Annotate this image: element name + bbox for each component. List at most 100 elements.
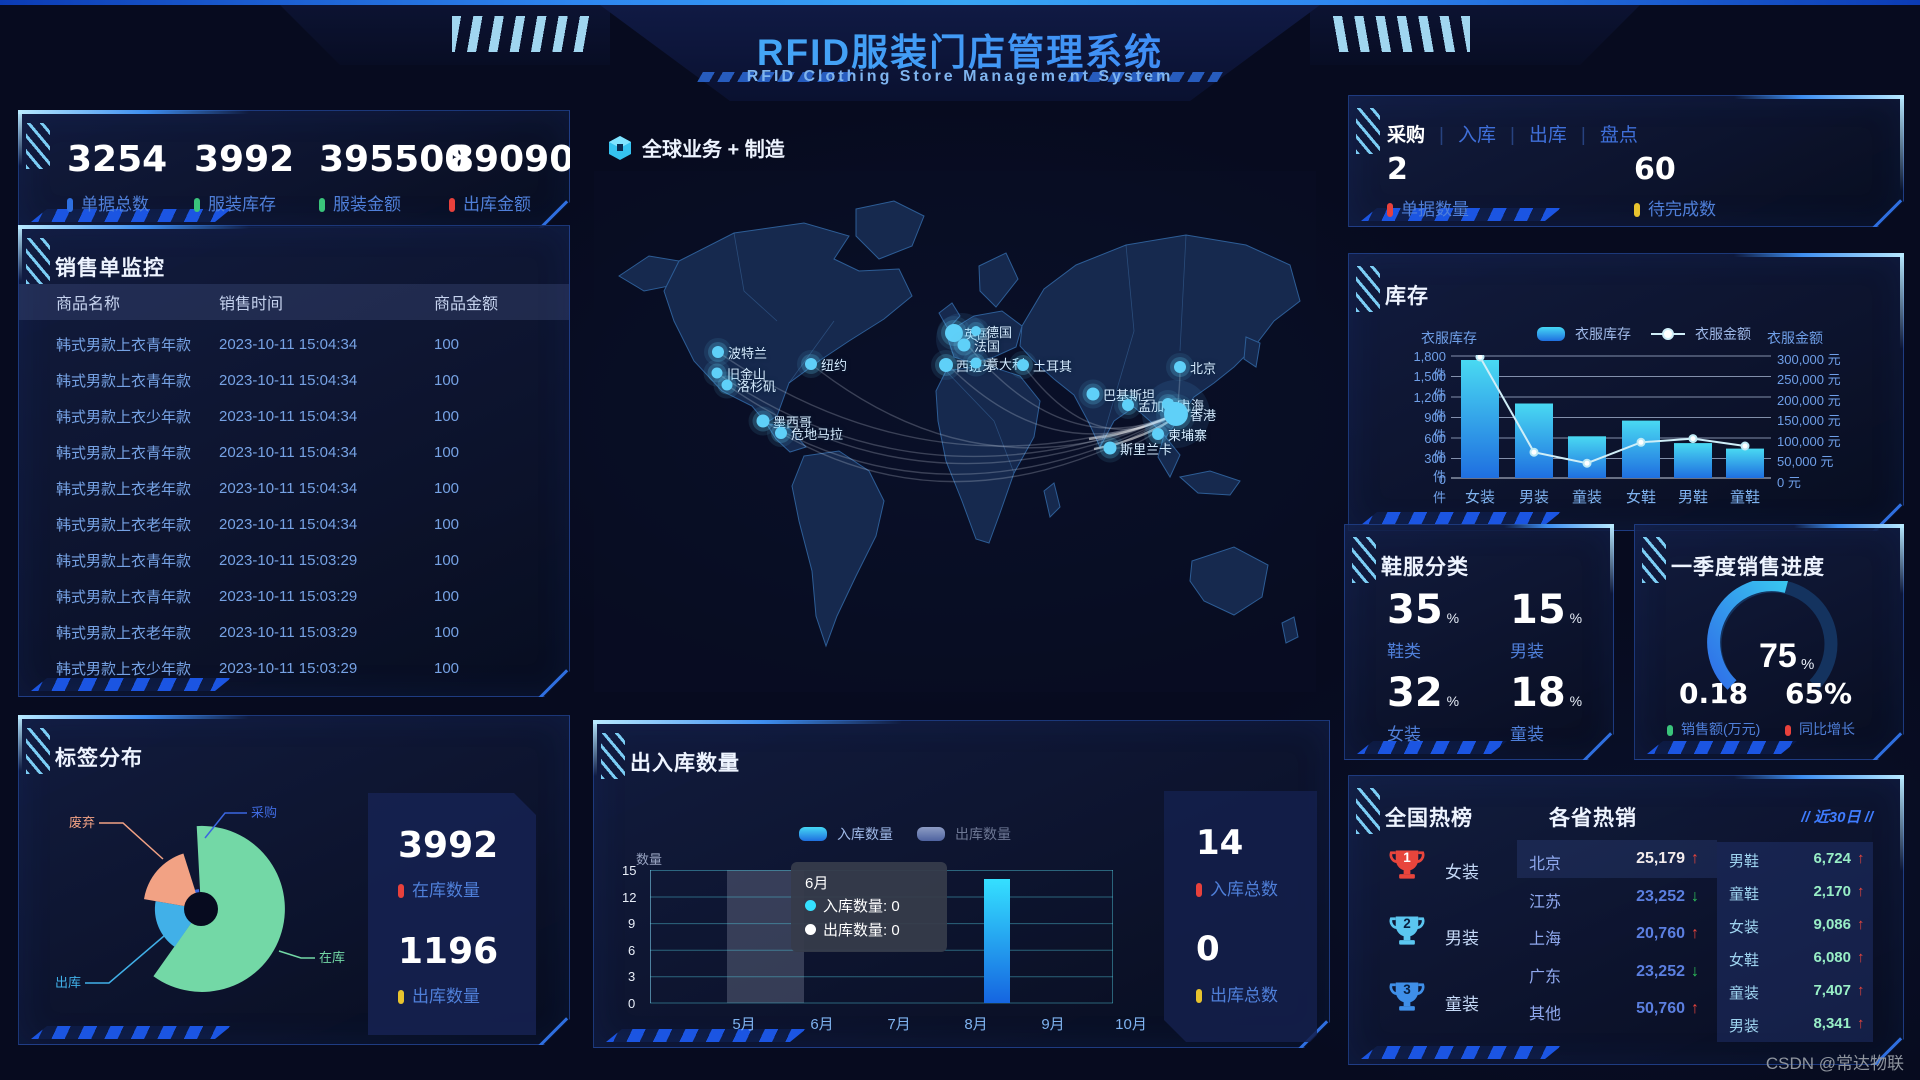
category-row[interactable]: 童鞋 2,170 ↑ xyxy=(1729,883,1865,903)
inout-legend[interactable]: 入库数量 出库数量 xyxy=(799,824,1011,844)
pie-leader-instock xyxy=(279,951,315,958)
rank-label: 童装 xyxy=(1445,995,1479,1014)
cell-amount: 100 xyxy=(434,623,460,641)
corner-accent xyxy=(1734,95,1904,99)
category-row[interactable]: 女装 9,086 ↑ xyxy=(1729,916,1865,936)
province-row[interactable]: 其他 50,760 ↑ xyxy=(1529,1000,1699,1023)
tooltip-title: 6月 xyxy=(805,875,829,892)
stat-label: 同比增长 xyxy=(1799,721,1855,737)
pie-slice-discard[interactable] xyxy=(144,854,201,910)
city-dot-icon xyxy=(957,338,971,352)
tab-purchase[interactable]: 采购 xyxy=(1387,125,1426,146)
bottom-stripes-icon xyxy=(606,1029,806,1042)
right-tick: 50,000 元 xyxy=(1777,454,1834,469)
corner-cut xyxy=(538,1017,568,1047)
category-row[interactable]: 女鞋 6,080 ↑ xyxy=(1729,949,1865,969)
cell-amount: 100 xyxy=(434,587,460,605)
cell-amount: 100 xyxy=(434,479,460,497)
pie-slice-instock[interactable] xyxy=(153,826,284,992)
stat-dot-icon xyxy=(398,990,404,1004)
purchase-tabs: 采购 | 入库 | 出库 | 盘点 xyxy=(1387,120,1638,147)
city-dot-icon xyxy=(711,367,723,379)
table-row[interactable]: 韩式男款上衣老年款 2023-10-11 15:03:29 100 xyxy=(19,614,569,650)
province-row[interactable]: 江苏 23,252 ↓ xyxy=(1529,888,1699,911)
panel-title: 鞋服分类 xyxy=(1381,556,1469,579)
world-map[interactable]: 波特兰 纽约 旧金山 洛杉矶 墨西哥 危地马拉 英国 德国 法国 西班牙 意大利… xyxy=(594,171,1316,692)
category-row[interactable]: 男鞋 6,724 ↑ xyxy=(1729,850,1865,870)
city-label: 纽约 xyxy=(821,358,848,373)
hot-rank-panel: 全国热榜 各省热销 // 近30日 // 1 女装 2 男装 3 童装 北京 25… xyxy=(1348,775,1904,1065)
table-row[interactable]: 韩式男款上衣青年款 2023-10-11 15:04:34 100 xyxy=(19,326,569,362)
order-count: 2 单据数量 xyxy=(1387,152,1469,220)
city-label: 北京 xyxy=(1190,361,1217,376)
pct-shoes: 35% 鞋类 xyxy=(1387,587,1460,661)
stat-value: 14 xyxy=(1196,823,1244,863)
city-dot-icon xyxy=(1103,441,1117,455)
table-row[interactable]: 韩式男款上衣少年款 2023-10-11 15:03:29 100 xyxy=(19,650,569,686)
table-row[interactable]: 韩式男款上衣青年款 2023-10-11 15:03:29 100 xyxy=(19,542,569,578)
tab-stocktake[interactable]: 盘点 xyxy=(1599,125,1638,146)
city-dot-icon xyxy=(775,427,787,439)
category-row[interactable]: 童装 7,407 ↑ xyxy=(1729,982,1865,1002)
rank-label: 男装 xyxy=(1445,929,1479,948)
table-row[interactable]: 韩式男款上衣老年款 2023-10-11 15:04:34 100 xyxy=(19,470,569,506)
label-distribution-pie[interactable]: 采购 废弃 出库 在库 xyxy=(39,761,379,1041)
table-row[interactable]: 韩式男款上衣青年款 2023-10-11 15:04:34 100 xyxy=(19,434,569,470)
tooltip-line: 入库数量: 0 xyxy=(823,898,900,916)
corner-accent xyxy=(1900,775,1904,871)
inventory-chart[interactable] xyxy=(1451,355,1771,479)
bottom-stripes-icon xyxy=(1361,512,1561,525)
bar-september[interactable] xyxy=(984,879,1010,1003)
tab-separator: | xyxy=(1439,125,1444,146)
world-map-svg xyxy=(618,200,1301,648)
panel-title: 库存 xyxy=(1385,285,1429,308)
tooltip-dot-icon xyxy=(805,900,816,911)
col-header: 销售时间 xyxy=(219,296,284,313)
table-row[interactable]: 韩式男款上衣老年款 2023-10-11 15:04:34 100 xyxy=(19,506,569,542)
table-row[interactable]: 韩式男款上衣青年款 2023-10-11 15:03:29 100 xyxy=(19,578,569,614)
table-row[interactable]: 韩式男款上衣青年款 2023-10-11 15:04:34 100 xyxy=(19,362,569,398)
category-pct-panel: 鞋服分类 35% 鞋类 15% 男装 32% 女装 18% 童装 xyxy=(1344,524,1614,760)
right-axis-name: 衣服金额 xyxy=(1767,330,1823,346)
category-sales-box xyxy=(1717,842,1873,1042)
stat-value: 2 xyxy=(1387,152,1408,187)
city-label: 意大利 xyxy=(986,357,1026,372)
tab-outbound[interactable]: 出库 xyxy=(1528,125,1567,146)
col-header: 商品金额 xyxy=(434,296,499,313)
city-dot-icon xyxy=(1122,399,1134,411)
cell-amount: 100 xyxy=(434,659,460,677)
y-tick: 12 xyxy=(622,890,637,905)
stripes-icon xyxy=(1642,537,1666,583)
tab-inbound[interactable]: 入库 xyxy=(1457,125,1496,146)
city-dot-icon xyxy=(971,326,981,336)
stat-value: 3992 xyxy=(194,139,295,180)
inout-panel: 出入库数量 入库数量 出库数量 数量 15 12 9 6 3 0 xyxy=(593,720,1330,1048)
bar-kids xyxy=(1568,436,1606,478)
stripes-icon xyxy=(601,733,625,779)
cell-product: 韩式男款上衣青年款 xyxy=(56,372,192,390)
tab-separator: | xyxy=(1509,125,1515,146)
watermark: CSDN @常达物联 xyxy=(1765,1054,1904,1073)
stat-dot-icon xyxy=(1196,989,1202,1003)
corner-accent xyxy=(1504,524,1614,528)
header-stripes-left-icon xyxy=(452,16,592,52)
outbound-total: 0 出库总数 xyxy=(1196,929,1278,1006)
gauge-unit: % xyxy=(1801,656,1814,673)
gauge-value: 75 xyxy=(1759,637,1797,675)
inventory-legend[interactable]: 衣服库存 衣服金额 xyxy=(1537,324,1751,344)
trophy-1-icon: 1 xyxy=(1389,846,1425,882)
province-row[interactable]: 北京 25,179 ↑ xyxy=(1529,850,1699,873)
city-dot-icon xyxy=(1086,387,1100,401)
city-label: 香港 xyxy=(1190,408,1217,423)
category-row[interactable]: 男装 8,341 ↑ xyxy=(1729,1015,1865,1035)
province-row[interactable]: 上海 20,760 ↑ xyxy=(1529,925,1699,948)
pct-label: 童装 xyxy=(1510,725,1544,744)
stat-value: 1196 xyxy=(398,931,499,972)
stat-order-total: 3254 单据总数 xyxy=(67,139,167,215)
table-row[interactable]: 韩式男款上衣少年款 2023-10-11 15:04:34 100 xyxy=(19,398,569,434)
province-row[interactable]: 广东 23,252 ↓ xyxy=(1529,963,1699,986)
pie-hole xyxy=(184,892,218,926)
city-dot-icon xyxy=(1152,428,1164,440)
corner-cut xyxy=(1872,199,1902,229)
panel-title: 出入库数量 xyxy=(630,752,740,775)
